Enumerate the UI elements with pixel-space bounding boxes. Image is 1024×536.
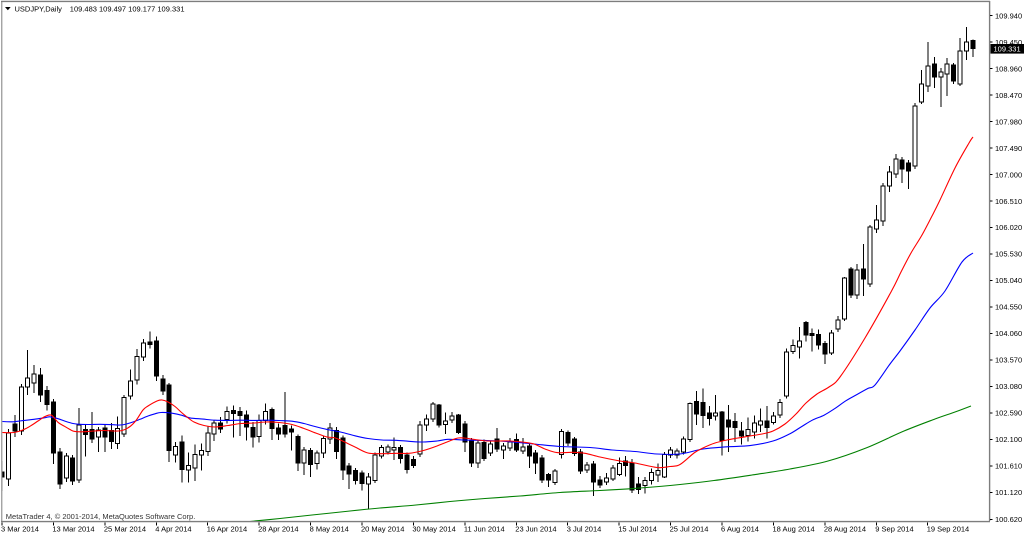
svg-text:108.960: 108.960 — [995, 64, 1022, 73]
svg-text:30 May 2014: 30 May 2014 — [412, 525, 455, 534]
svg-text:8 May 2014: 8 May 2014 — [310, 525, 349, 534]
svg-text:19 Sep 2014: 19 Sep 2014 — [927, 525, 970, 534]
svg-text:109.483 109.497 109.177 109.33: 109.483 109.497 109.177 109.331 — [70, 4, 185, 13]
svg-text:103.080: 103.080 — [995, 382, 1022, 391]
svg-text:102.100: 102.100 — [995, 435, 1022, 444]
svg-text:16 Apr 2014: 16 Apr 2014 — [207, 525, 247, 534]
svg-text:109.450: 109.450 — [995, 38, 1022, 47]
svg-text:28 Aug 2014: 28 Aug 2014 — [824, 525, 866, 534]
svg-text:101.120: 101.120 — [995, 488, 1022, 497]
svg-text:109.331: 109.331 — [994, 45, 1021, 54]
svg-text:101.610: 101.610 — [995, 462, 1022, 471]
svg-text:106.020: 106.020 — [995, 223, 1022, 232]
svg-text:25 Jul 2014: 25 Jul 2014 — [670, 525, 709, 534]
svg-text:104.550: 104.550 — [995, 303, 1022, 312]
svg-text:6 Aug 2014: 6 Aug 2014 — [721, 525, 759, 534]
svg-text:3 Mar 2014: 3 Mar 2014 — [1, 525, 39, 534]
svg-text:11 Jun 2014: 11 Jun 2014 — [464, 525, 505, 534]
svg-text:28 Apr 2014: 28 Apr 2014 — [258, 525, 298, 534]
svg-text:109.940: 109.940 — [995, 11, 1022, 20]
svg-text:13 Mar 2014: 13 Mar 2014 — [52, 525, 94, 534]
svg-text:9 Sep 2014: 9 Sep 2014 — [875, 525, 913, 534]
svg-text:4 Apr 2014: 4 Apr 2014 — [155, 525, 191, 534]
svg-text:107.490: 107.490 — [995, 144, 1022, 153]
svg-text:102.590: 102.590 — [995, 409, 1022, 418]
svg-text:18 Aug 2014: 18 Aug 2014 — [773, 525, 815, 534]
svg-text:100.620: 100.620 — [995, 515, 1022, 524]
svg-text:108.470: 108.470 — [995, 91, 1022, 100]
svg-text:3 Jul 2014: 3 Jul 2014 — [567, 525, 602, 534]
svg-text:25 Mar 2014: 25 Mar 2014 — [104, 525, 146, 534]
svg-text:104.060: 104.060 — [995, 329, 1022, 338]
svg-text:107.000: 107.000 — [995, 170, 1022, 179]
svg-text:105.040: 105.040 — [995, 276, 1022, 285]
svg-text:106.510: 106.510 — [995, 197, 1022, 206]
svg-text:107.980: 107.980 — [995, 117, 1022, 126]
svg-text:23 Jun 2014: 23 Jun 2014 — [515, 525, 556, 534]
svg-text:15 Jul 2014: 15 Jul 2014 — [618, 525, 657, 534]
svg-text:105.530: 105.530 — [995, 250, 1022, 259]
svg-text:20 May 2014: 20 May 2014 — [361, 525, 404, 534]
svg-text:103.570: 103.570 — [995, 356, 1022, 365]
svg-text:USDJPY,Daily: USDJPY,Daily — [15, 4, 63, 13]
svg-text:MetaTrader 4, © 2001-2014, Met: MetaTrader 4, © 2001-2014, MetaQuotes So… — [6, 512, 196, 521]
